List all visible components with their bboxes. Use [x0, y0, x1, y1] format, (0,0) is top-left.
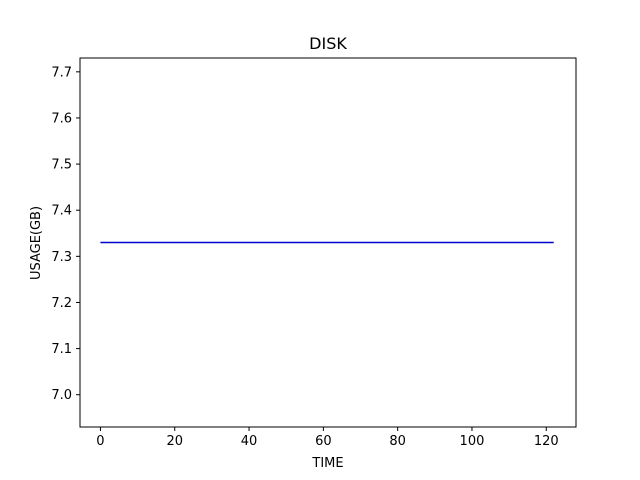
y-tick-label: 7.6 — [51, 111, 72, 126]
x-tick-label: 120 — [534, 434, 559, 449]
x-tick-label: 0 — [96, 434, 104, 449]
y-axis-label: USAGE(GB) — [29, 206, 44, 280]
x-tick-label: 60 — [315, 434, 332, 449]
plot-frame — [79, 57, 577, 428]
y-tick-label: 7.0 — [51, 388, 72, 403]
chart-title: DISK — [309, 34, 347, 53]
y-tick-label: 7.7 — [51, 65, 72, 80]
y-tick-label: 7.4 — [51, 204, 72, 219]
y-tick-label: 7.2 — [51, 296, 72, 311]
x-tick-label: 40 — [241, 434, 258, 449]
x-axis-label: TIME — [311, 456, 343, 471]
y-tick-label: 7.1 — [51, 342, 72, 357]
x-tick-label: 100 — [460, 434, 485, 449]
y-tick-label: 7.5 — [51, 158, 72, 173]
x-tick-label: 80 — [389, 434, 406, 449]
y-tick-label: 7.3 — [51, 250, 72, 265]
x-tick-label: 20 — [166, 434, 183, 449]
